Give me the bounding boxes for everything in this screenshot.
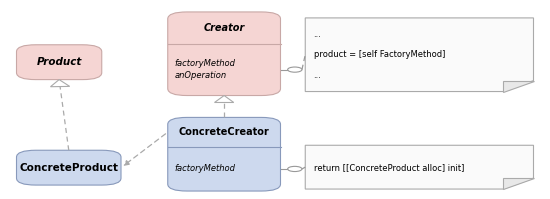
Polygon shape bbox=[503, 178, 534, 189]
Circle shape bbox=[288, 166, 302, 172]
Polygon shape bbox=[214, 96, 234, 102]
FancyBboxPatch shape bbox=[168, 12, 280, 96]
Polygon shape bbox=[305, 18, 534, 92]
Polygon shape bbox=[51, 80, 70, 87]
Text: ConcreteProduct: ConcreteProduct bbox=[19, 163, 118, 173]
Text: product = [self FactoryMethod]: product = [self FactoryMethod] bbox=[314, 50, 445, 59]
Text: Creator: Creator bbox=[204, 23, 245, 33]
FancyBboxPatch shape bbox=[16, 45, 102, 80]
Text: ...: ... bbox=[314, 30, 321, 39]
Circle shape bbox=[288, 67, 302, 72]
Text: return [[ConcreteProduct alloc] init]: return [[ConcreteProduct alloc] init] bbox=[314, 163, 464, 172]
Text: Product: Product bbox=[36, 57, 82, 67]
FancyBboxPatch shape bbox=[16, 150, 121, 185]
Text: ConcreteCreator: ConcreteCreator bbox=[179, 127, 270, 137]
Text: factoryMethod: factoryMethod bbox=[174, 164, 235, 174]
Text: factoryMethod
anOperation: factoryMethod anOperation bbox=[174, 59, 235, 80]
Polygon shape bbox=[503, 81, 534, 92]
FancyBboxPatch shape bbox=[168, 117, 280, 191]
Text: ...: ... bbox=[314, 71, 321, 80]
Polygon shape bbox=[305, 145, 534, 189]
